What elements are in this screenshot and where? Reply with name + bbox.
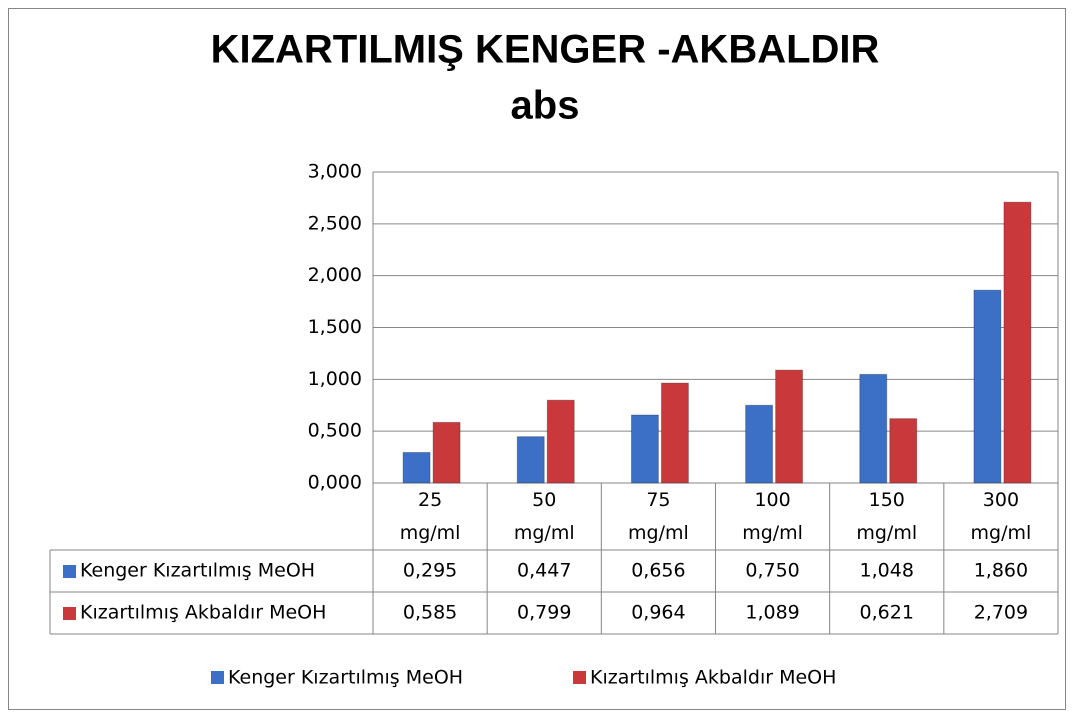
- bar: [889, 418, 918, 484]
- x-tick-label: 300 mg/ml: [971, 489, 1032, 544]
- legend-label: Kızartılmış Akbaldır MeOH: [590, 667, 836, 689]
- table-value: 0,621: [860, 602, 914, 624]
- legend-key: [573, 671, 586, 684]
- x-tick-label: 25 mg/ml: [400, 489, 461, 544]
- table-value: 1,089: [745, 602, 799, 624]
- bar: [516, 436, 545, 484]
- bar: [859, 373, 888, 484]
- bar: [973, 289, 1002, 484]
- bar: [1003, 201, 1032, 484]
- legend-key: [211, 671, 224, 684]
- table-value: 0,295: [403, 560, 457, 582]
- y-tick-label: 1,000: [308, 368, 362, 390]
- table-value: 0,656: [631, 560, 685, 582]
- y-tick-label: 0,500: [308, 420, 362, 442]
- table-series-name: Kenger Kızartılmış MeOH: [80, 560, 315, 582]
- bar: [775, 369, 804, 484]
- table-value: 0,964: [631, 602, 685, 624]
- y-tick-label: 1,500: [308, 316, 362, 338]
- table-value: 0,750: [745, 560, 799, 582]
- chart-subtitle: abs: [511, 84, 580, 128]
- table-value: 0,799: [517, 602, 571, 624]
- chart-border: [8, 8, 1066, 710]
- bar: [745, 404, 774, 484]
- legend-label: Kenger Kızartılmış MeOH: [228, 667, 463, 689]
- table-value: 2,709: [974, 602, 1028, 624]
- y-tick-label: 0,000: [308, 472, 362, 494]
- table-series-name: Kızartılmış Akbaldır MeOH: [80, 602, 326, 624]
- table-legend-key: [63, 607, 76, 620]
- bar: [546, 399, 575, 484]
- y-tick-label: 2,000: [308, 264, 362, 286]
- chart-title: KIZARTILMIŞ KENGER -AKBALDIR: [211, 28, 880, 72]
- y-tick-label: 3,000: [308, 161, 362, 183]
- table-legend-key: [63, 565, 76, 578]
- x-tick-label: 100 mg/ml: [742, 489, 803, 544]
- x-tick-label: 150 mg/ml: [856, 489, 917, 544]
- bar: [660, 382, 689, 484]
- table-value: 1,048: [860, 560, 914, 582]
- table-value: 1,860: [974, 560, 1028, 582]
- bar: [402, 451, 431, 484]
- table-value: 0,447: [517, 560, 571, 582]
- x-tick-label: 50 mg/ml: [514, 489, 575, 544]
- table-value: 0,585: [403, 602, 457, 624]
- bar: [630, 414, 659, 484]
- y-tick-label: 2,500: [308, 212, 362, 234]
- bar: [432, 421, 461, 484]
- x-tick-label: 75 mg/ml: [628, 489, 689, 544]
